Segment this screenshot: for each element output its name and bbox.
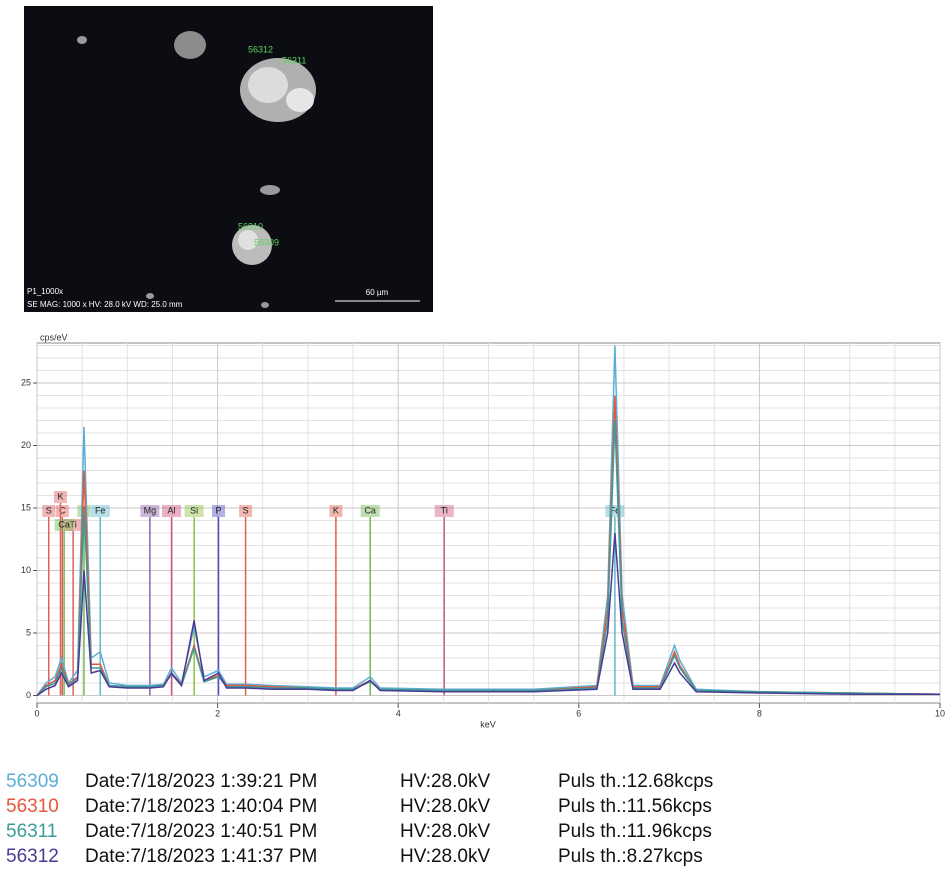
figure: 56312 56311 56310 56309 P1_1000x SE MAG:…: [0, 0, 952, 871]
peak-label: Fe: [95, 505, 106, 515]
legend-name: 56312: [6, 846, 59, 867]
legend-name: 56310: [6, 796, 59, 817]
y-tick-label: 15: [21, 502, 31, 512]
spot-label: 56310: [238, 221, 263, 231]
y-tick-label: 5: [26, 627, 31, 637]
y-axis-label: cps/eV: [40, 332, 68, 342]
legend-date: Date:7/18/2023 1:39:21 PM: [85, 771, 317, 792]
legend-date: Date:7/18/2023 1:41:37 PM: [85, 846, 317, 867]
sem-background: [24, 6, 433, 312]
x-tick-label: 0: [34, 708, 39, 718]
x-tick-label: 2: [215, 708, 220, 718]
legend-puls: Puls th.:8.27kcps: [558, 846, 703, 867]
x-tick-label: 10: [935, 708, 945, 718]
peak-label: K: [333, 505, 339, 515]
peak-label: S: [46, 505, 52, 515]
scale-bar-label: 60 µm: [366, 288, 389, 297]
y-tick-label: 10: [21, 565, 31, 575]
spot-label: 56312: [248, 44, 273, 54]
peak-label: Ca: [364, 505, 376, 515]
legend-date: Date:7/18/2023 1:40:04 PM: [85, 796, 317, 817]
x-tick-label: 8: [757, 708, 762, 718]
sem-info: SE MAG: 1000 x HV: 28.0 kV WD: 25.0 mm: [27, 300, 183, 309]
peak-label: Si: [190, 505, 198, 515]
legend-puls: Puls th.:11.96kcps: [558, 821, 712, 842]
legend-puls: Puls th.:11.56kcps: [558, 796, 712, 817]
legend-puls: Puls th.:12.68kcps: [558, 771, 713, 792]
x-axis-label: keV: [480, 719, 496, 729]
peak-label: Mg: [144, 505, 157, 515]
x-tick-label: 6: [576, 708, 581, 718]
x-tick-label: 4: [396, 708, 401, 718]
peak-label: S: [243, 505, 249, 515]
peak-label: Al: [168, 505, 176, 515]
page: 56312 56311 56310 56309 P1_1000x SE MAG:…: [0, 0, 952, 871]
legend-date: Date:7/18/2023 1:40:51 PM: [85, 821, 317, 842]
spot-label: 56309: [254, 237, 279, 247]
legend-hv: HV:28.0kV: [400, 821, 490, 842]
legend: 56309 Date:7/18/2023 1:39:21 PM HV:28.0kV P…: [6, 771, 713, 867]
y-tick-label: 0: [26, 690, 31, 700]
y-tick-label: 20: [21, 440, 31, 450]
legend-hv: HV:28.0kV: [400, 796, 490, 817]
peak-label: P: [215, 505, 221, 515]
y-tick-label: 25: [21, 377, 31, 387]
spot-label: 56311: [282, 55, 306, 65]
legend-hv: HV:28.0kV: [400, 846, 490, 867]
peak-label: K: [57, 491, 63, 501]
peak-label: Ti: [441, 505, 448, 515]
sem-image: 56312 56311 56310 56309 P1_1000x SE MAG:…: [24, 6, 433, 312]
legend-name: 56311: [6, 821, 57, 842]
peak-label: Ca: [58, 519, 70, 529]
legend-hv: HV:28.0kV: [400, 771, 490, 792]
sem-caption: P1_1000x: [27, 287, 63, 296]
legend-name: 56309: [6, 771, 59, 792]
